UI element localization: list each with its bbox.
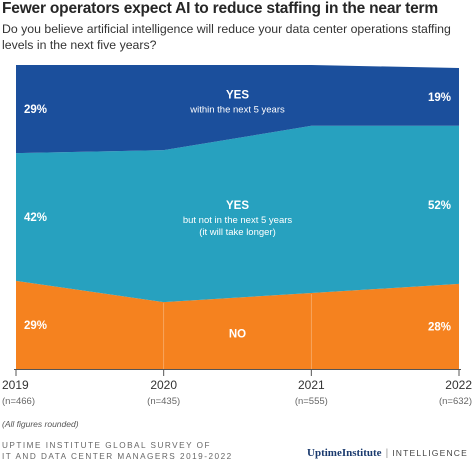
- brand-org: UptimeInstitute: [307, 447, 382, 459]
- start-label-series-3: 29%: [24, 104, 47, 116]
- x-tick-sublabel-3: (n=555): [295, 396, 328, 407]
- brand-logo: UptimeInstitute | INTELLIGENCE: [307, 447, 468, 459]
- series-label-2-line-2: but not in the next 5 years: [183, 215, 293, 226]
- start-label-series-1: 29%: [24, 320, 47, 332]
- x-tick-sublabel-4: (n=632): [439, 396, 472, 407]
- area-series-1: [16, 280, 459, 369]
- x-tick-sublabel-1: (n=466): [2, 396, 35, 407]
- brand-unit: INTELLIGENCE: [392, 448, 468, 458]
- x-tick-label-1: 2019: [2, 378, 29, 392]
- series-label-3-line-1: YES: [226, 89, 249, 101]
- x-tick-label-2: 2020: [150, 378, 177, 392]
- series-label-2-line-3: (it will take longer): [199, 227, 276, 238]
- area-series-3: [16, 65, 459, 154]
- x-tick-label-4: 2022: [445, 378, 472, 392]
- source-credit: UPTIME INSTITUTE GLOBAL SURVEY OF IT AND…: [2, 440, 233, 462]
- brand-separator: |: [385, 448, 389, 459]
- series-label-2-line-1: YES: [226, 200, 249, 212]
- end-label-series-3: 19%: [428, 92, 451, 104]
- x-tick-sublabel-2: (n=435): [147, 396, 180, 407]
- source-line-1: UPTIME INSTITUTE GLOBAL SURVEY OF: [2, 441, 212, 450]
- rounding-note: (All figures rounded): [2, 419, 79, 429]
- series-label-3-line-2: within the next 5 years: [189, 104, 285, 115]
- source-line-2: IT AND DATA CENTER MANAGERS 2019-2022: [2, 452, 233, 461]
- series-label-1-line-1: NO: [229, 328, 246, 340]
- start-label-series-2: 42%: [24, 212, 47, 224]
- survey-question: Do you believe artificial intelligence w…: [2, 22, 451, 52]
- x-tick-label-3: 2021: [298, 378, 325, 392]
- end-label-series-1: 28%: [428, 321, 451, 333]
- end-label-series-2: 52%: [428, 200, 451, 212]
- chart-title: Fewer operators expect AI to reduce staf…: [2, 0, 438, 17]
- area-series-2: [16, 125, 459, 303]
